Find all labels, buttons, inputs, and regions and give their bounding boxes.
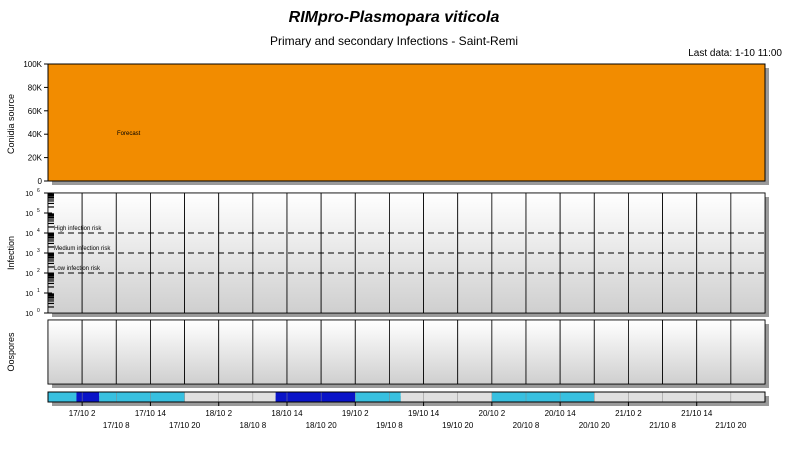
infection-y-tick-exp: 2 [37, 268, 40, 274]
strip-border [47, 391, 766, 403]
grid-cell [115, 319, 151, 385]
x-tick-label-lower: 20/10 8 [513, 421, 540, 430]
last-data-label: Last data: 1-10 11:00 [688, 48, 782, 59]
conidia-y-label: Conidia source [6, 94, 16, 154]
grid-cell [525, 319, 561, 385]
x-tick-label-upper: 21/10 2 [615, 409, 642, 418]
conidia-y-tick-label: 20K [28, 154, 43, 163]
infection-y-ticks: 10 0 10 1 10 2 10 3 10 4 10 5 10 6 [25, 188, 54, 318]
x-tick-label-lower: 21/10 8 [649, 421, 676, 430]
infection-y-tick-base: 10 [25, 211, 33, 218]
grid-cell [628, 319, 663, 385]
grid-cell [628, 192, 663, 314]
strip-segment [730, 392, 765, 402]
strip-segment [491, 392, 595, 402]
grid-cell [150, 319, 185, 385]
grid-cell [47, 319, 83, 385]
x-tick-label-lower: 19/10 8 [376, 421, 403, 430]
infection-y-tick-exp: 0 [37, 308, 40, 314]
grid-cell [491, 319, 527, 385]
grid-cell [559, 319, 595, 385]
grid-cell [593, 319, 629, 385]
strip-segment [76, 392, 100, 402]
strip-segment [400, 392, 492, 402]
conidia-y-tick-label: 0 [38, 177, 43, 186]
x-tick-label-lower: 21/10 20 [715, 421, 747, 430]
infection-y-tick-base: 10 [25, 191, 33, 198]
infection-grid-cells [47, 192, 766, 314]
strip-segment [275, 392, 356, 402]
grid-cell [320, 319, 356, 385]
infection-y-label: Infection [6, 236, 16, 270]
grid-cell [389, 319, 424, 385]
conidia-y-tick-label: 100K [23, 60, 42, 69]
infection-y-tick-base: 10 [25, 231, 33, 238]
infection-y-tick-base: 10 [25, 291, 33, 298]
grid-cell [457, 319, 493, 385]
chart-title: RIMpro-Plasmopara viticola [288, 9, 500, 26]
infection-y-tick-exp: 5 [37, 208, 40, 214]
conidia-y-tick-label: 80K [28, 83, 43, 92]
grid-cell [696, 319, 732, 385]
grid-cell [81, 319, 117, 385]
strip-segment [184, 392, 276, 402]
threshold-label: High infection risk [54, 226, 102, 232]
grid-cell [423, 319, 459, 385]
grid-cell [252, 319, 288, 385]
x-tick-label-upper: 21/10 14 [681, 409, 713, 418]
chart-subtitle: Primary and secondary Infections - Saint… [269, 34, 519, 48]
infection-threshold-lines: High infection risk Medium infection risk… [48, 226, 765, 274]
weather-strip [47, 391, 769, 406]
threshold-label: Low infection risk [54, 266, 101, 272]
x-tick-label-upper: 17/10 2 [69, 409, 96, 418]
grid-cell [662, 319, 698, 385]
strip-segment [99, 392, 185, 402]
x-tick-label-lower: 17/10 20 [169, 421, 201, 430]
x-tick-label-upper: 19/10 14 [408, 409, 440, 418]
infection-y-tick-exp: 3 [37, 248, 40, 254]
infection-y-tick-base: 10 [25, 251, 33, 258]
conidia-y-tick-label: 60K [28, 107, 43, 116]
x-tick-label-upper: 18/10 2 [205, 409, 232, 418]
oospores-y-label: Oospores [6, 332, 16, 372]
x-tick-label-lower: 18/10 20 [306, 421, 338, 430]
infection-y-tick-exp: 6 [37, 188, 40, 194]
x-tick-label-lower: 18/10 8 [240, 421, 267, 430]
strip-segment [48, 392, 77, 402]
grid-cell [389, 192, 424, 314]
strip-segments [47, 392, 766, 402]
x-tick-label-lower: 17/10 8 [103, 421, 130, 430]
grid-cell [730, 319, 766, 385]
infection-y-tick-base: 10 [25, 271, 33, 278]
conidia-panel: 0 20K 40K 60K 80K 100K Forecast Conidia sourc… [6, 60, 769, 186]
oospores-panel: Oospores [6, 319, 769, 388]
conidia-area [47, 63, 766, 182]
strip-segment [355, 392, 401, 402]
conidia-y-ticks: 0 20K 40K 60K 80K 100K [23, 60, 48, 186]
x-tick-label-lower: 20/10 20 [579, 421, 611, 430]
x-tick-label-upper: 19/10 2 [342, 409, 369, 418]
threshold-label: Medium infection risk [54, 246, 111, 252]
oospores-grid-cells [47, 319, 766, 385]
grid-cell [354, 319, 390, 385]
x-tick-label-upper: 20/10 2 [479, 409, 506, 418]
x-tick-label-lower: 19/10 20 [442, 421, 474, 430]
x-tick-label-upper: 18/10 14 [271, 409, 303, 418]
x-tick-label-upper: 17/10 14 [135, 409, 167, 418]
infection-y-tick-exp: 1 [37, 288, 40, 294]
grid-cell [184, 319, 220, 385]
infection-panel: High infection risk Medium infection risk… [6, 188, 769, 318]
x-tick-label-upper: 20/10 14 [545, 409, 577, 418]
conidia-y-tick-label: 40K [28, 130, 43, 139]
infection-y-tick-base: 10 [25, 311, 33, 318]
infection-y-tick-exp: 4 [37, 228, 40, 234]
forecast-annotation: Forecast [117, 131, 141, 137]
grid-cell [218, 319, 254, 385]
grid-cell [286, 319, 322, 385]
x-axis: 17/10 2 17/10 14 18/10 2 18/10 14 19/10 2 19/… [69, 402, 747, 430]
